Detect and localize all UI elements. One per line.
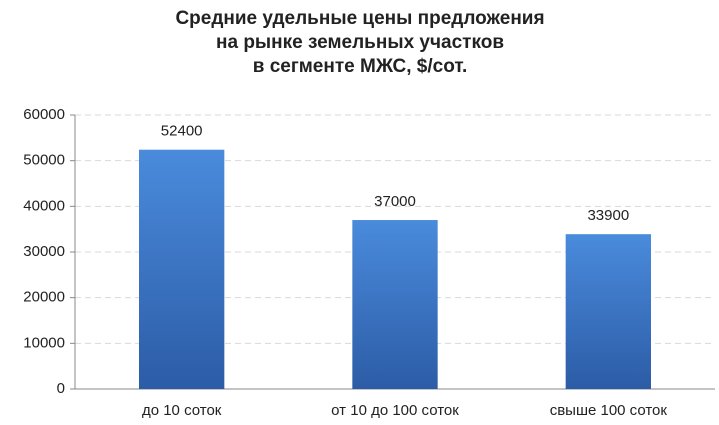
chart-title-line: Средние удельные цены предложения — [175, 8, 544, 29]
y-tick-label: 20000 — [23, 289, 65, 306]
x-tick-label: до 10 соток — [142, 402, 222, 419]
data-label: 33900 — [587, 207, 629, 224]
x-tick-label: от 10 до 100 соток — [331, 402, 459, 419]
y-tick-label: 30000 — [23, 243, 65, 260]
data-label: 52400 — [161, 123, 203, 140]
y-tick-label: 40000 — [23, 197, 65, 214]
y-tick-label: 0 — [57, 380, 65, 397]
bar — [352, 220, 438, 389]
x-tick-label: свыше 100 соток — [550, 402, 668, 419]
bar — [139, 149, 225, 389]
y-tick-label: 10000 — [23, 334, 65, 351]
chart-title-line: в сегменте МЖС, $/сот. — [253, 56, 468, 77]
y-tick-label: 60000 — [23, 106, 65, 123]
data-label: 37000 — [374, 193, 416, 210]
chart-title-line: на рынке земельных участков — [216, 32, 504, 53]
bar — [565, 234, 651, 389]
y-tick-label: 50000 — [23, 152, 65, 169]
